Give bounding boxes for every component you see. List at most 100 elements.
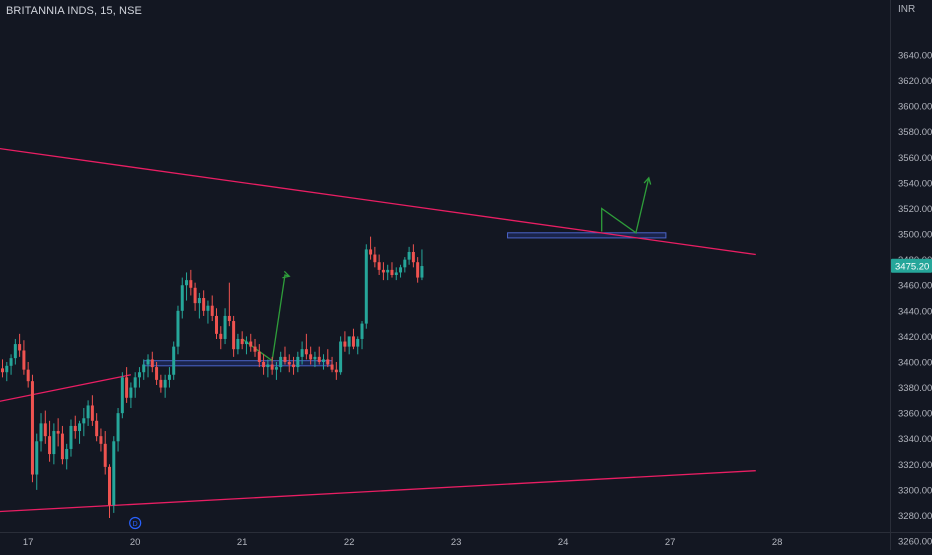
candle-body [356,339,359,347]
candle-body [339,342,342,373]
time-tick-label: 17 [23,537,34,548]
symbol-title: BRITANNIA INDS, 15, NSE [6,5,142,17]
candle-body [82,418,85,423]
price-tick-label: 3400.00 [898,357,932,368]
time-tick-label: 20 [130,537,141,548]
candle-body [35,441,38,474]
candle-body [249,342,252,347]
candle-body [288,362,291,365]
candle-body [361,324,364,339]
candle-body [78,423,81,431]
candle-body [44,423,47,436]
price-tick-label: 3420.00 [898,332,932,343]
candle-body [27,370,30,382]
candle-body [129,388,132,398]
price-tick-label: 3340.00 [898,434,932,445]
candle-body [348,336,351,346]
candle-body [61,434,64,460]
candle-body [236,339,239,349]
last-price-label: 3475.20 [895,261,929,272]
candle-body [164,380,167,388]
candle-body [159,380,162,388]
price-tick-label: 3260.00 [898,537,932,548]
candle-body [65,449,68,459]
candle-body [228,316,231,321]
candle-body [386,270,389,273]
candle-body [112,441,115,505]
time-tick-label: 22 [344,537,355,548]
candle-body [262,362,265,367]
candle-body [142,365,145,373]
candle-body [117,413,120,441]
candle-body [168,375,171,380]
candle-body [87,405,90,418]
candle-body [121,377,124,413]
candle-body [266,365,269,368]
candle-body [301,349,304,357]
candle-body [91,405,94,420]
candle-body [125,377,128,397]
candle-body [408,252,411,260]
candle-body [189,280,192,288]
price-tick-label: 3300.00 [898,485,932,496]
candle-body [14,344,17,358]
candle-body [283,357,286,362]
candle-body [215,316,218,334]
candle-body [147,359,150,364]
price-tick-label: 3440.00 [898,306,932,317]
candle-body [373,255,376,263]
candle-body [331,365,334,370]
candle-body [138,372,141,377]
price-tick-label: 3640.00 [898,51,932,62]
candle-body [326,359,329,364]
candle-body [69,426,72,449]
price-tick-label: 3540.00 [898,178,932,189]
candle-body [202,298,205,311]
candle-body [365,249,368,323]
candle-body [403,260,406,268]
price-tick-label: 3600.00 [898,102,932,113]
candle-body [57,431,60,434]
candle-body [416,262,419,277]
candle-body [18,344,21,350]
candle-body [52,431,55,454]
price-tick-label: 3460.00 [898,281,932,292]
price-tick-label: 3500.00 [898,230,932,241]
candle-body [10,358,13,366]
candle-body [224,316,227,339]
candle-body [335,370,338,373]
candle-body [309,354,312,359]
candle-body [206,306,209,311]
time-tick-label: 24 [558,537,569,548]
candle-body [155,367,158,380]
candle-body [219,334,222,339]
candle-body [412,252,415,262]
candle-body [279,357,282,367]
candle-body [185,280,188,285]
candle-body [420,266,423,278]
time-tick-label: 21 [237,537,248,548]
candle-body [241,339,244,344]
candle-body [275,367,278,370]
zone-breakout-zone-20-22[interactable] [144,361,332,366]
price-tick-label: 3380.00 [898,383,932,394]
candle-body [40,423,43,441]
time-tick-label: 23 [451,537,462,548]
price-tick-label: 3320.00 [898,460,932,471]
candle-body [258,352,261,362]
candle-body [245,342,248,345]
candle-body [313,357,316,360]
time-tick-label: 27 [665,537,676,548]
price-tick-label: 3560.00 [898,153,932,164]
dividend-marker-label: D [133,521,138,528]
candle-body [22,350,25,369]
candle-body [31,381,34,474]
price-tick-label: 3280.00 [898,511,932,522]
zone-resistance-zone-24-27[interactable] [508,233,666,238]
candle-body [395,272,398,275]
candle-body [151,359,154,367]
